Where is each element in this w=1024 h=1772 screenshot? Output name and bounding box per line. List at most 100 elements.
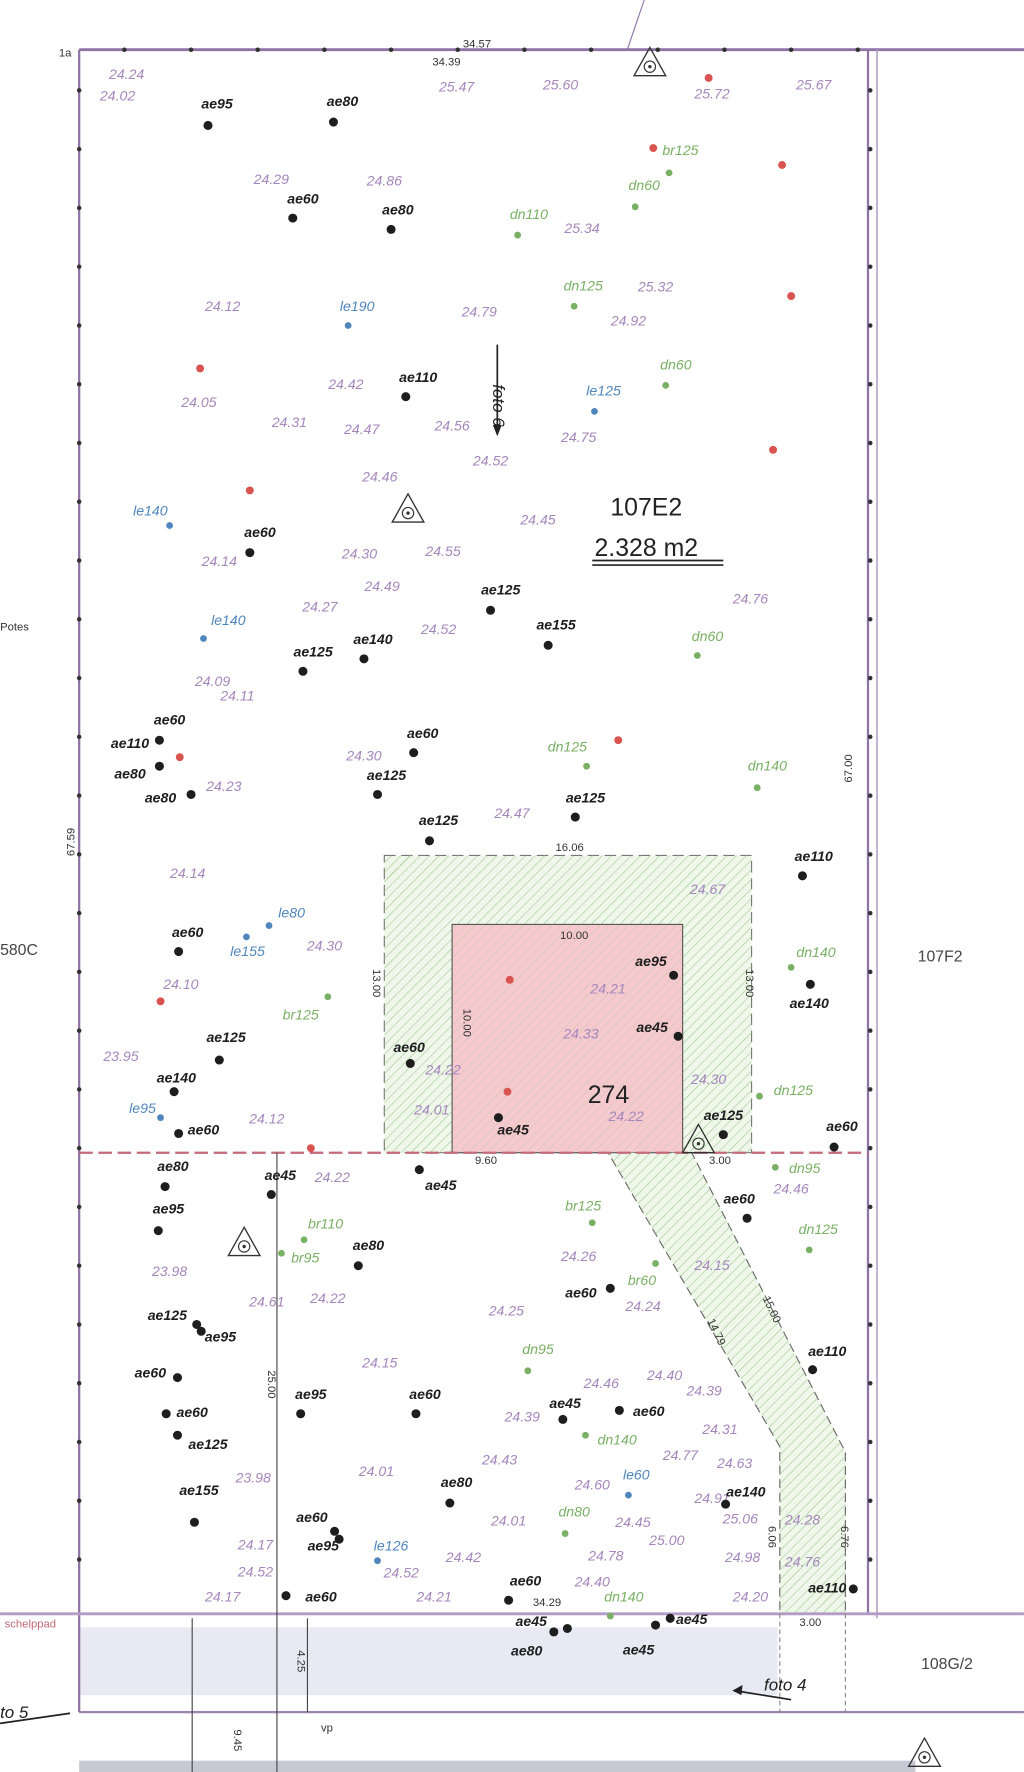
boundary-tick [867, 264, 873, 269]
elevation-label: 24.22 [309, 1290, 345, 1306]
existing-tree-label: ae60 [135, 1365, 167, 1381]
green-tree-dot [771, 1164, 779, 1171]
dimension-label: 67.59 [66, 828, 78, 856]
existing-tree-label: ae80 [327, 93, 359, 109]
boundary-tick [455, 47, 461, 52]
elevation-label: 24.22 [607, 1108, 643, 1124]
elevation-label: 24.14 [201, 553, 237, 569]
existing-tree-label: ae155 [536, 616, 576, 632]
elevation-label: 25.32 [637, 279, 673, 295]
blue-tree-label: le95 [129, 1100, 156, 1116]
existing-tree-dot [281, 1591, 291, 1601]
existing-tree-label: ae125 [206, 1029, 246, 1045]
existing-tree-label: ae60 [176, 1404, 208, 1420]
existing-tree-label: ae95 [201, 95, 234, 111]
elevation-label: 24.46 [583, 1375, 619, 1391]
existing-tree-dot [673, 1031, 683, 1041]
existing-tree-dot [805, 979, 815, 989]
existing-tree-dot [266, 1189, 276, 1200]
elevation-label: 24.55 [424, 543, 460, 559]
boundary-tick [867, 617, 873, 622]
elevation-label: 24.46 [361, 468, 397, 484]
dimension-label: 3.00 [799, 1617, 821, 1629]
boundary-tick [867, 205, 873, 211]
red-point [704, 74, 713, 82]
existing-tree-label: ae125 [293, 644, 333, 660]
boundary-tick [76, 1028, 82, 1033]
red-point [649, 144, 658, 152]
existing-tree-dot [296, 1409, 306, 1419]
dimension-label: 9.60 [475, 1155, 497, 1167]
green-tree-dot [606, 1612, 614, 1620]
existing-tree-dot [414, 1165, 424, 1175]
boundary-tick [867, 910, 873, 916]
blue-tree-dot [166, 522, 173, 529]
foto6-arrowhead [492, 424, 502, 437]
elevation-label: 24.52 [472, 453, 508, 469]
existing-tree-dot [562, 1623, 572, 1633]
green-tree-dot [588, 1219, 596, 1227]
green-tree-label: dn60 [629, 177, 661, 193]
existing-tree-dot [504, 1595, 514, 1605]
blue-tree-label: le140 [211, 612, 246, 628]
existing-tree-dot [298, 666, 308, 676]
point-labels: 24.24 24.02 25.47 25.60 25.72 25.67 24.29 24.86… [99, 66, 858, 1658]
boundary-tick [788, 47, 794, 52]
existing-tree-label: ae80 [511, 1643, 543, 1659]
red-point [614, 736, 623, 745]
existing-tree-dot [288, 213, 298, 223]
boundary-tick [76, 88, 82, 93]
driveway-hatch [608, 1152, 846, 1614]
foto4-label: foto 4 [764, 1676, 806, 1695]
existing-tree-dot [160, 1182, 170, 1192]
boundary-tick [867, 1087, 873, 1092]
existing-tree-label: ae125 [704, 1107, 744, 1123]
existing-tree-dot [372, 789, 383, 799]
existing-tree-label: ae45 [549, 1395, 582, 1411]
existing-tree-label: ae45 [265, 1167, 298, 1183]
existing-tree-label: ae110 [808, 1579, 846, 1595]
existing-tree-dot [651, 1620, 661, 1630]
existing-tree-label: ae60 [565, 1284, 597, 1300]
elevation-label: 24.40 [574, 1574, 610, 1590]
blue-tree-label: le190 [340, 298, 375, 314]
elevation-label: 24.49 [363, 578, 399, 594]
elevation-label: 24.15 [361, 1354, 397, 1370]
red-point [787, 292, 796, 301]
building-number: 274 [588, 1081, 630, 1109]
boundary-tick [867, 852, 873, 857]
elevation-label: 24.77 [662, 1447, 699, 1463]
foto5-arrow [0, 1712, 71, 1725]
red-point [778, 161, 787, 169]
dimension-label: 9.45 [231, 1729, 243, 1751]
blue-tree-label: le60 [623, 1466, 650, 1482]
existing-tree-dot [153, 1226, 163, 1236]
elevation-label: 24.27 [301, 598, 338, 614]
elevation-label: 24.12 [204, 298, 240, 314]
green-tree-label: br125 [283, 1006, 319, 1022]
elevation-label: 24.46 [772, 1180, 808, 1196]
elevation-label: 24.60 [574, 1476, 610, 1492]
existing-tree-dot [665, 1613, 675, 1623]
foto5-label: to 5 [0, 1703, 29, 1722]
existing-tree-label: ae140 [157, 1070, 196, 1086]
boundary-tick [867, 793, 873, 798]
existing-tree-dot [245, 548, 255, 558]
parcel-id: 107E2 [610, 493, 682, 521]
existing-tree-label: ae45 [425, 1177, 458, 1193]
corner-label: 1a [59, 48, 72, 60]
existing-tree-label: ae60 [826, 1118, 858, 1134]
blue-tree-dot [374, 1557, 381, 1565]
existing-tree-dot [829, 1142, 839, 1152]
boundary-tick [867, 499, 873, 505]
elevation-label: 24.15 [693, 1257, 729, 1273]
elevation-label: 24.30 [341, 545, 377, 561]
elevation-label: 24.21 [589, 980, 625, 996]
green-tree-label: br125 [565, 1197, 601, 1213]
green-tree-label: br110 [308, 1215, 343, 1231]
boundary-tick [867, 1322, 873, 1327]
existing-tree-label: ae95 [295, 1386, 328, 1402]
green-tree-dot [278, 1249, 285, 1257]
elevation-label: 24.76 [732, 590, 768, 606]
boundary-tick [867, 1263, 873, 1268]
